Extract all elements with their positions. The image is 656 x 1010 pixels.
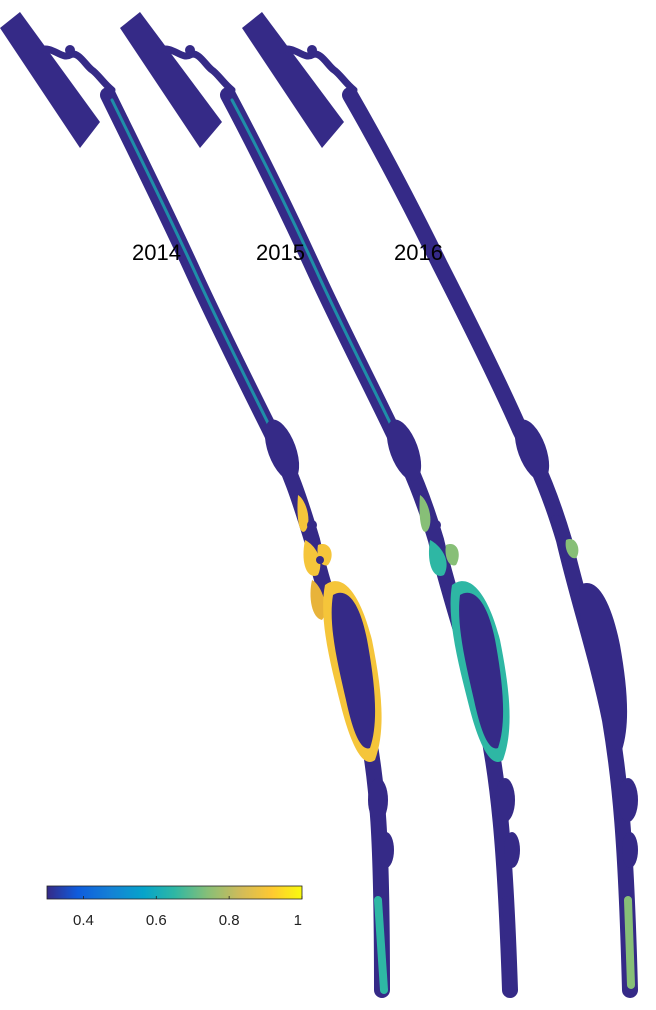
colorbar-gradient [46,885,303,900]
river-channel-2014 [100,87,390,998]
lake-lower-2015 [459,592,504,749]
year-label-2016: 2016 [394,240,443,265]
estuary-mouth-2016 [278,45,358,94]
ocean-block-2016 [242,12,344,148]
lake-upper-2016 [514,419,550,481]
map-panel-2016: 2016 [242,12,638,998]
delta-islands-2014 [297,495,332,620]
lake-lower-2016 [579,583,628,751]
estuary-mouth-2014 [36,45,116,94]
estuary-mouth-2015 [156,45,236,94]
river-channel-2015 [220,87,518,998]
delta-islands-2015 [419,495,459,576]
map-panel-2014: 2014 [0,12,394,998]
colorbar: 0.4 0.6 0.8 1 [46,885,303,929]
ocean-block-2014 [0,12,100,148]
year-label-2015: 2015 [256,240,305,265]
ocean-block-2015 [120,12,222,148]
year-label-2014: 2014 [132,240,181,265]
colorbar-tick-label: 1 [294,912,302,929]
lake-upper-2014 [264,419,300,481]
map-panel-2015: 2015 [120,12,520,998]
colorbar-tick-label: 0.8 [219,912,240,929]
colorbar-tick-label: 0.6 [146,912,167,929]
river-channel-2016 [342,87,638,998]
delta-islands-2016 [551,515,579,559]
colorbar-ticks: 0.4 0.6 0.8 1 [73,896,303,929]
lake-upper-2015 [386,419,422,481]
lake-lower-2014 [331,592,376,749]
colorbar-tick-label: 0.4 [73,912,94,929]
